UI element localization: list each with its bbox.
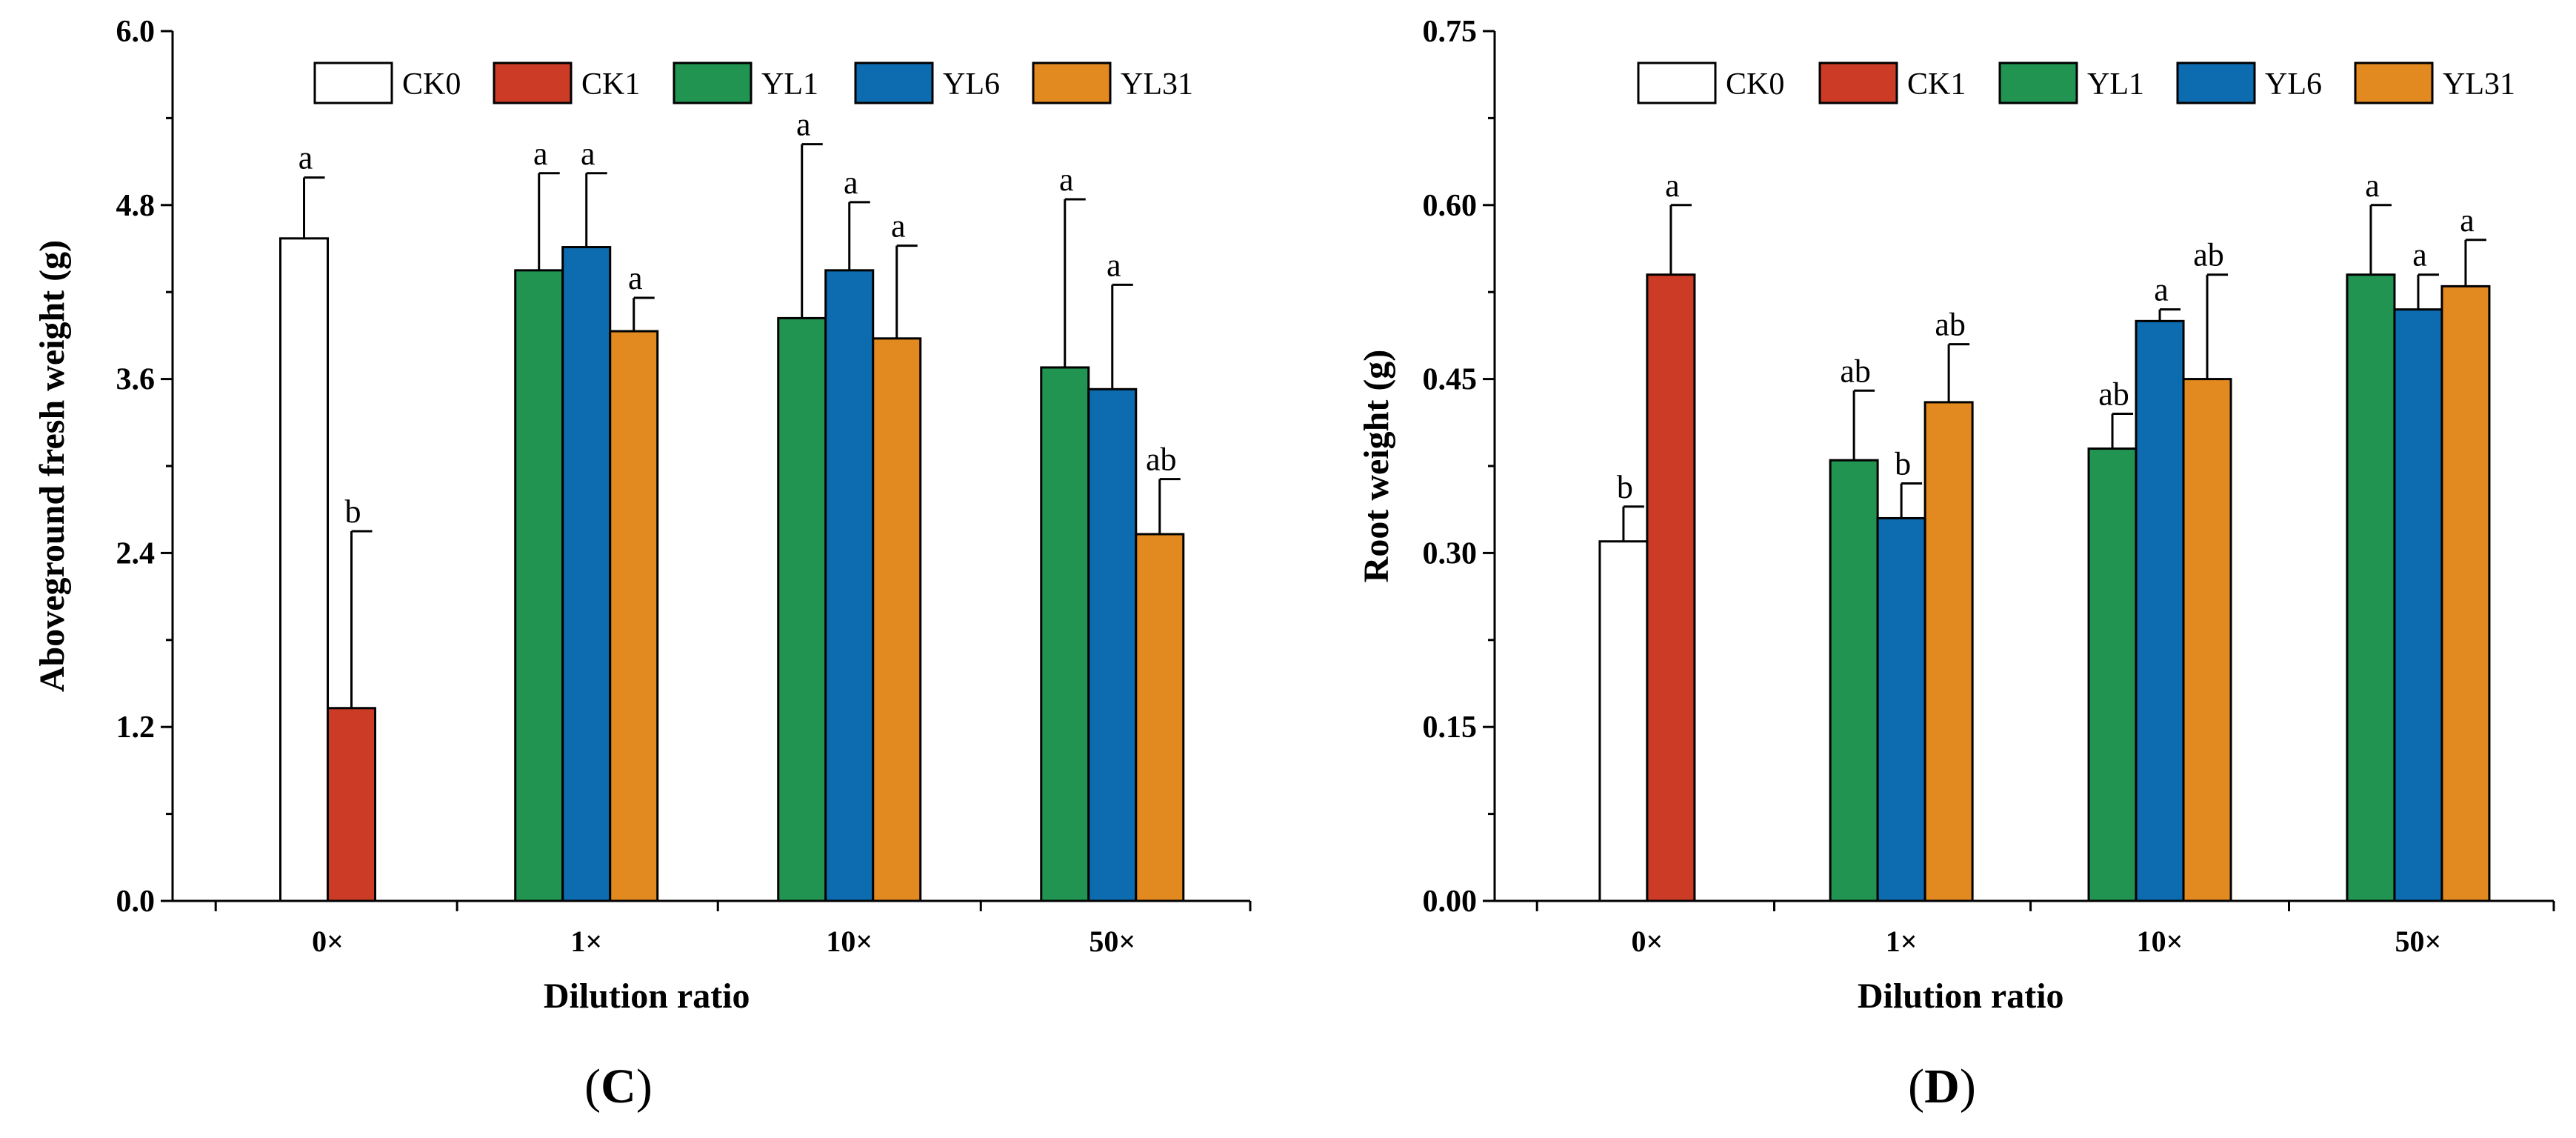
panel-d-sig-label-yl31-3: a [2460,202,2475,239]
panel-d-sig-label-yl6-1: b [1895,445,1911,482]
panel-c-bar-ck1-0 [327,707,377,902]
panel-d-sig-label-yl1-3: a [2365,167,2380,204]
panel-d-bar-yl31-2 [2182,378,2232,902]
panel-c-x-tick-label: 50× [1089,925,1135,958]
panel-c-label: (C) [584,1059,653,1114]
panel-d-x-tick-label: 50× [2395,925,2442,958]
panel-c-legend-label-yl1: YL1 [761,67,818,102]
panel-c-y-tick-label: 3.6 [116,363,156,397]
panel-d-legend-label-ck1: CK1 [1907,67,1966,102]
panel-d-bar-ck1-0 [1646,273,1696,902]
panel-c-y-tick-label: 6.0 [116,15,156,49]
panel-c-sig-label-yl31-3: ab [1146,442,1177,478]
panel-d-bar-yl31-3 [2440,284,2491,902]
panel-d-bar-yl31-1 [1923,401,1974,902]
panel-c-legend-label-ck0: CK0 [402,67,461,102]
panel-c-legend-swatch-ck1 [493,61,573,104]
panel-d-bar-ck0-0 [1598,540,1649,902]
panel-c-y-tick-label: 1.2 [116,711,156,745]
panel-c-legend-swatch-yl6 [854,61,934,104]
panel-d-y-axis-title: Root weight (g) [1357,350,1396,583]
panel-d-y-tick-label: 0.75 [1423,15,1478,49]
panel-d-sig-label-yl6-3: a [2412,237,2427,273]
panel-c-x-tick-label: 10× [826,925,872,958]
panel-c-x-tick-label: 1× [570,925,602,958]
panel-c-legend-swatch-yl31 [1032,61,1112,104]
panel-d-y-tick-label: 0.45 [1423,363,1478,397]
panel-c-x-axis-title: Dilution ratio [544,976,750,1016]
panel-c-sig-label-yl31-1: a [628,260,643,296]
panel-c-bar-yl6-2 [824,269,875,902]
panel-d-x-axis-title: Dilution ratio [1858,976,2064,1016]
panel-d-legend-swatch-yl6 [2176,61,2256,104]
panel-c-sig-label-yl6-2: a [844,164,858,201]
panel-c-sig-label-yl1-2: a [796,107,811,143]
panel-c-sig-label-yl6-1: a [581,136,595,172]
panel-d-bar-yl1-2 [2087,447,2138,902]
panel-c-sig-label-ck0-0: a [298,140,313,176]
panel-d-y-tick-label: 0.30 [1423,536,1478,570]
panel-c-y-axis-title: Aboveground fresh weight (g) [33,240,72,692]
panel-c-legend-label-yl6: YL6 [943,67,1000,102]
panel-d-sig-label-yl31-1: ab [1935,307,1966,343]
panel-c-legend-label-yl31: YL31 [1121,67,1193,102]
panel-d-legend-swatch-ck1 [1818,61,1898,104]
panel-d-sig-label-yl31-2: ab [2193,237,2224,273]
panel-d-bar-yl6-2 [2135,319,2185,902]
panel-c-sig-label-yl31-2: a [891,208,906,244]
panel-d-bar-yl1-3 [2346,273,2396,902]
panel-c-bar-yl1-1 [514,269,564,902]
panel-c-legend-swatch-yl1 [673,61,753,104]
panel-d-bar-yl6-1 [1876,516,1926,902]
panel-d-legend-swatch-yl31 [2354,61,2434,104]
panel-c-x-tick-label: 0× [312,925,344,958]
panel-d-bar-yl1-1 [1829,459,1879,902]
panel-c-bar-yl31-3 [1135,533,1185,902]
panel-c-bar-yl6-1 [561,246,612,902]
panel-c-bar-yl1-3 [1040,366,1090,902]
panel-c-bar-yl31-2 [872,337,922,902]
panel-c-bar-yl6-3 [1087,387,1138,902]
panel-d-sig-label-yl6-2: a [2154,272,2169,308]
panel-d-label: (D) [1908,1059,1976,1114]
panel-c-bar-yl31-1 [609,330,659,902]
panel-d-legend-label-ck0: CK0 [1726,67,1784,102]
panel-c-sig-label-yl1-1: a [533,136,548,172]
panel-c-y-tick-label: 4.8 [116,189,156,223]
panel-c-legend-swatch-ck0 [313,61,393,104]
panel-c-y-tick-label: 2.4 [116,536,156,570]
panel-d-legend-swatch-ck0 [1637,61,1717,104]
panel-c-y-tick-label: 0.0 [116,885,156,919]
panel-c-legend-label-ck1: CK1 [581,67,640,102]
panel-c-sig-label-ck1-0: b [345,493,361,530]
panel-d-x-tick-label: 1× [1886,925,1918,958]
panel-d-sig-label-ck1-0: a [1665,167,1680,204]
panel-c-bar-yl1-2 [777,316,827,902]
panel-d-legend-label-yl6: YL6 [2265,67,2322,102]
panel-d-legend-label-yl1: YL1 [2087,67,2144,102]
panel-d-legend-swatch-yl1 [1998,61,2078,104]
panel-d-sig-label-yl1-2: ab [2098,376,2129,413]
panel-c-sig-label-yl6-3: a [1107,247,1121,283]
panel-d-x-tick-label: 0× [1632,925,1664,958]
panel-d-y-tick-label: 0.15 [1423,711,1478,745]
panel-c-sig-label-yl1-3: a [1059,162,1074,198]
panel-c-bar-ck0-0 [279,237,330,902]
panel-d-bar-yl6-3 [2393,308,2443,902]
panel-d-y-tick-label: 0.00 [1423,885,1478,919]
panel-d-sig-label-ck0-0: b [1617,469,1633,505]
panel-d-y-tick-label: 0.60 [1423,189,1478,223]
panel-d-legend-label-yl31: YL31 [2443,67,2515,102]
panel-d-sig-label-yl1-1: ab [1840,353,1871,389]
panel-d-x-tick-label: 10× [2137,925,2183,958]
